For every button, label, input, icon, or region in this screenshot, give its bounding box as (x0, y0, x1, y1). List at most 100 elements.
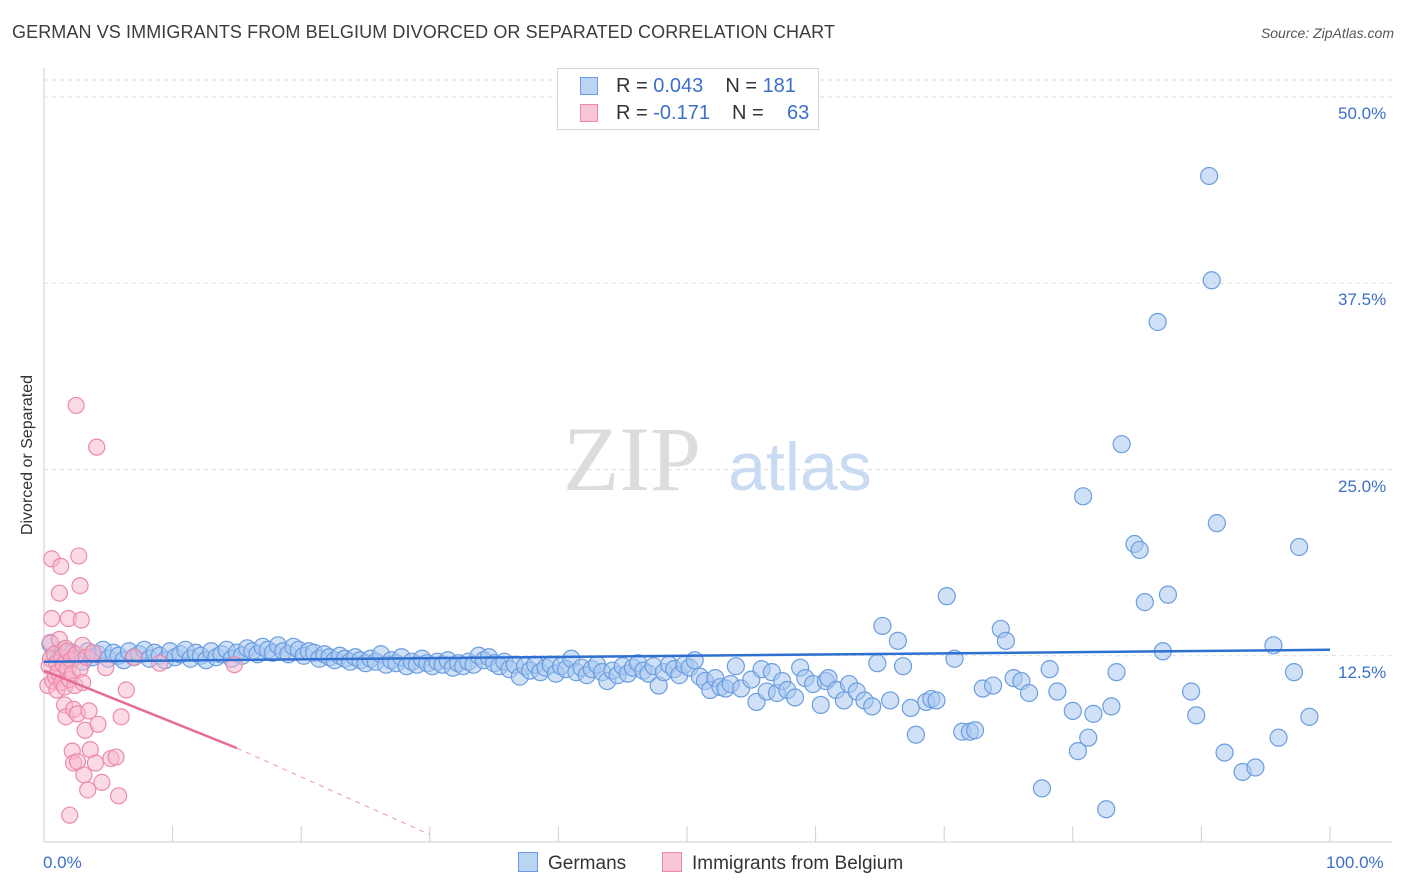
y-tick-label: 37.5% (1338, 290, 1387, 310)
germans-point (906, 725, 926, 744)
germans-point (893, 657, 913, 676)
belgium-point (79, 781, 97, 799)
germans-point (888, 631, 908, 650)
germans-point (1202, 271, 1221, 290)
belgium-points (39, 396, 243, 824)
belgium-point (107, 748, 125, 766)
axes (43, 68, 1392, 843)
correlation-legend: R = 0.043 N = 181 R = -0.171 N = 63 (557, 68, 819, 130)
germans-point (1246, 758, 1265, 777)
legend-swatch-germans (580, 77, 598, 95)
germans-point (1148, 312, 1167, 332)
germans-point (1290, 537, 1309, 557)
belgium-point (43, 609, 61, 628)
watermark: ZIP atlas (563, 408, 872, 510)
germans-point (1300, 707, 1319, 726)
germans-point (1063, 701, 1082, 720)
belgium-trend-line (43, 669, 238, 750)
germans-point (863, 697, 882, 716)
belgium-point (71, 577, 89, 595)
belgium-point (75, 766, 93, 784)
x-tick-max: 100.0% (1326, 853, 1384, 872)
germans-point (1040, 660, 1059, 679)
germans-point (785, 688, 805, 707)
belgium-point (151, 654, 169, 672)
germans-point (685, 651, 704, 670)
trend-lines (43, 648, 1331, 836)
belgium-point (89, 715, 107, 733)
germans-point (873, 616, 892, 636)
watermark-atlas: atlas (728, 429, 872, 505)
belgium-point (88, 438, 106, 456)
belgium-point (70, 547, 88, 565)
legend-r-label: R = (616, 75, 654, 97)
bottom-legend-label-belgium: Immigrants from Belgium (692, 853, 904, 874)
germans-point (1107, 663, 1126, 682)
source-label: Source: ZipAtlas.com (1260, 25, 1394, 41)
belgium-point (93, 773, 111, 792)
belgium-point (52, 557, 70, 575)
legend-n-value-germans: 181 (762, 75, 796, 97)
bottom-legend-label-germans: Germans (548, 853, 627, 874)
germans-point (1073, 487, 1093, 506)
germans-point (1019, 683, 1039, 703)
chart-title: GERMAN VS IMMIGRANTS FROM BELGIUM DIVORC… (12, 22, 836, 42)
germans-point (1097, 800, 1116, 819)
belgium-point (112, 708, 130, 726)
watermark-zip: ZIP (563, 408, 701, 510)
x-tick-min: 0.0% (43, 853, 82, 872)
y-axis-label: Divorced or Separated (19, 374, 36, 536)
germans-point (1112, 435, 1131, 454)
germans-point (1269, 728, 1288, 747)
germans-point (901, 698, 920, 718)
belgium-point (72, 611, 90, 629)
germans-point (1048, 682, 1067, 701)
belgium-point (97, 659, 115, 677)
germans-point (1215, 743, 1234, 762)
germans-point (996, 631, 1016, 650)
belgium-point (80, 702, 98, 720)
germans-point (1130, 540, 1149, 560)
legend-n-label: N = (725, 75, 763, 97)
bottom-legend-swatch-belgium (662, 852, 682, 872)
germans-point (868, 654, 887, 673)
legend-n-label: N = (731, 102, 770, 124)
germans-point (927, 691, 946, 710)
belgium-point (86, 754, 105, 772)
belgium-point (67, 396, 85, 415)
belgium-point (61, 806, 79, 824)
y-tick-label: 25.0% (1338, 476, 1387, 496)
legend-swatch-belgium (580, 104, 598, 122)
legend-r-value-belgium: -0.171 (653, 102, 710, 124)
grid-lines (44, 79, 1392, 657)
belgium-point (50, 584, 69, 602)
bottom-legend-germans: Germans (518, 852, 626, 875)
germans-point (881, 691, 900, 710)
germans-trend-line (43, 648, 1331, 663)
legend-n-value-belgium: 63 (786, 102, 810, 124)
germans-point (1135, 593, 1154, 612)
germans-point (726, 657, 745, 676)
germans-point (1079, 728, 1098, 747)
legend-r-label: R = (616, 102, 654, 124)
germans-point (811, 695, 830, 715)
germans-point (1284, 663, 1304, 682)
belgium-point (117, 681, 135, 699)
germans-point (1187, 706, 1206, 725)
y-tick-label: 50.0% (1338, 104, 1387, 123)
germans-point (1084, 704, 1103, 723)
germans-point (1032, 779, 1052, 798)
germans-point (1068, 742, 1088, 761)
germans-point (1200, 166, 1219, 186)
germans-point (965, 721, 985, 740)
belgium-point (84, 644, 102, 662)
germans-point (983, 676, 1003, 695)
germans-point (1182, 682, 1201, 701)
germans-point (1158, 585, 1178, 604)
germans-point (1102, 697, 1121, 716)
germans-point (937, 587, 956, 606)
belgium-trend-extension (236, 747, 431, 836)
y-tick-label: 12.5% (1338, 662, 1387, 682)
germans-point (834, 691, 853, 710)
